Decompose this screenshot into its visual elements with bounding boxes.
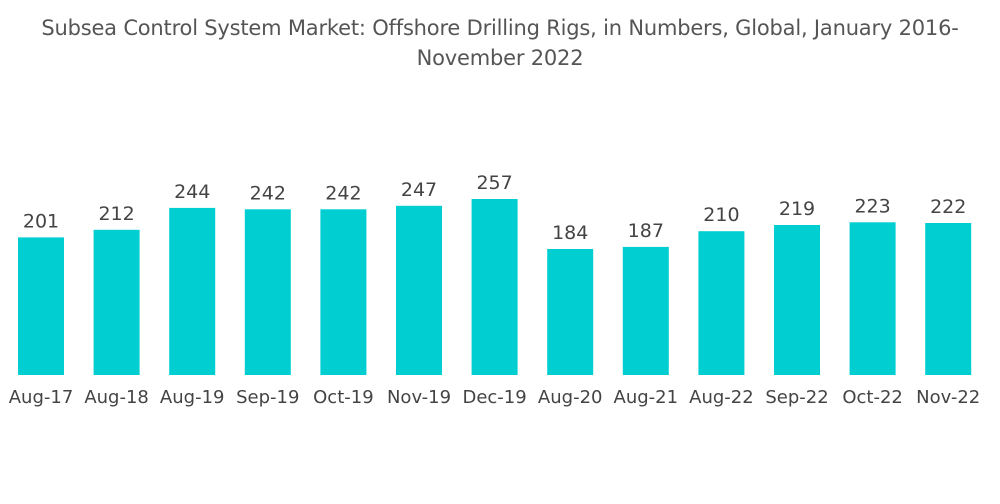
data-label-aug-21: 187 [628,220,664,242]
data-label-dec-19: 257 [476,172,512,194]
data-label-sep-19: 242 [250,182,286,204]
x-tick-label-aug-20: Aug-20 [538,387,603,408]
bar-oct-22 [849,222,896,375]
bar-nov-19 [396,205,442,375]
bar-sep-22 [774,225,820,375]
data-label-sep-22: 219 [779,198,815,220]
x-axis-ticks-group: Aug-17 Aug-18 Aug-19 Sep-19 Oct-19 Nov-19 Dec-… [9,387,980,408]
x-tick-label-nov-19: Nov-19 [387,387,451,408]
data-label-aug-18: 212 [98,203,134,225]
data-label-oct-19: 242 [325,182,361,204]
data-label-nov-22: 222 [930,196,966,218]
chart-title: Subsea Control System Market: Offshore D… [0,13,1000,73]
bar-aug-21 [622,246,669,375]
data-label-aug-19: 244 [174,181,210,203]
bars-group [18,199,972,375]
x-tick-label-aug-21: Aug-21 [614,387,679,408]
data-label-aug-22: 210 [703,204,739,226]
x-tick-label-sep-22: Sep-22 [765,387,828,408]
data-label-aug-17: 201 [23,210,59,232]
chart-title-line-1: Subsea Control System Market: Offshore D… [41,16,959,40]
bar-oct-19 [320,209,367,375]
data-label-oct-22: 223 [854,195,890,217]
bar-sep-19 [244,209,291,375]
bar-aug-18 [93,229,140,375]
x-tick-label-dec-19: Dec-19 [462,387,526,408]
bar-dec-19 [471,199,518,375]
bar-nov-22 [925,223,972,375]
x-tick-label-aug-18: Aug-18 [84,387,149,408]
bar-aug-19 [169,207,216,375]
x-tick-label-sep-19: Sep-19 [236,387,299,408]
x-tick-label-nov-22: Nov-22 [916,387,980,408]
x-tick-label-aug-17: Aug-17 [9,387,74,408]
bar-aug-17 [18,237,64,375]
data-label-aug-20: 184 [552,222,588,244]
x-tick-label-oct-22: Oct-22 [842,387,903,408]
bar-aug-20 [547,249,594,375]
bar-aug-22 [698,231,745,375]
chart-title-line-2: November 2022 [416,46,584,70]
x-tick-label-aug-19: Aug-19 [160,387,225,408]
x-tick-label-oct-19: Oct-19 [313,387,374,408]
data-labels-group: 201 212 244 242 242 247 257 184 187 210 219 223 222 [23,172,966,244]
data-label-nov-19: 247 [401,179,437,201]
x-tick-label-aug-22: Aug-22 [689,387,754,408]
